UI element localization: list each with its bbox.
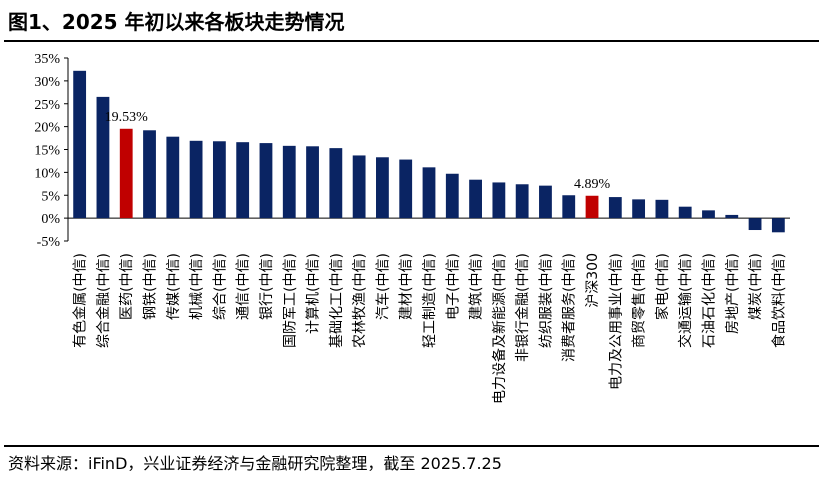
x-tick-label: 钢铁(中信) xyxy=(143,253,159,320)
bar-16 xyxy=(445,173,459,219)
y-axis: -5% 0% 5% 10% 15% 20% 25% 30% 35% xyxy=(34,52,790,250)
x-tick-label: 石油石化(中信) xyxy=(701,253,717,348)
x-tick-label: 电子(中信) xyxy=(445,253,461,320)
bar-20 xyxy=(539,185,552,219)
bar-14 xyxy=(399,159,413,219)
bar-21 xyxy=(562,195,576,219)
bar-18 xyxy=(492,182,506,219)
bar-5 xyxy=(189,140,203,219)
page-title: 图1、2025 年初以来各板块走势情况 xyxy=(8,10,345,34)
x-tick-label: 计算机(中信) xyxy=(306,253,322,334)
data-label: 4.89% xyxy=(574,177,611,192)
x-tick-label: 综合金融(中信) xyxy=(96,253,112,348)
bar-chart: -5% 0% 5% 10% 15% 20% 25% 30% 35% 19.53% 4.89% 有色… xyxy=(34,52,790,404)
x-tick-label: 纺织服装(中信) xyxy=(538,253,554,348)
x-tick-label: 非银行金融(中信) xyxy=(515,253,531,362)
bar-15 xyxy=(422,167,436,219)
x-tick-label: 沪深300 xyxy=(585,253,601,308)
bar-13 xyxy=(376,157,389,219)
x-tick-label: 农林牧渔(中信) xyxy=(352,253,368,348)
bar-7 xyxy=(236,142,250,219)
x-tick-label: 建筑(中信) xyxy=(469,253,485,320)
bars xyxy=(73,70,785,233)
x-tick-label: 汽车(中信) xyxy=(374,253,391,320)
source-note: 资料来源：iFinD，兴业证券经济与金融研究院整理，截至 2025.7.25 xyxy=(8,454,502,473)
x-tick-label: 轻工制造(中信) xyxy=(422,253,438,348)
bar-28 xyxy=(725,214,739,219)
bar-8 xyxy=(259,143,273,219)
bar-0 xyxy=(73,70,87,219)
bar-6 xyxy=(212,141,226,219)
y-tick-label: 30% xyxy=(34,75,60,90)
bar-22 xyxy=(585,195,599,219)
x-tick-label: 有色金属(中信) xyxy=(72,253,89,348)
x-tick-label: 家电(中信) xyxy=(654,253,671,320)
x-tick-label: 国防军工(中信) xyxy=(282,253,298,348)
bar-3 xyxy=(143,130,156,219)
x-tick-label: 银行(中信) xyxy=(259,253,275,320)
bar-4 xyxy=(166,136,180,219)
bar-29 xyxy=(748,218,762,231)
y-tick-label: 0% xyxy=(41,212,60,227)
bar-19 xyxy=(515,184,529,219)
x-tick-label: 煤炭(中信) xyxy=(748,253,764,320)
bar-27 xyxy=(702,210,715,219)
bar-9 xyxy=(282,145,296,219)
x-tick-label: 建材(中信) xyxy=(399,253,415,320)
bar-12 xyxy=(352,155,366,219)
bar-10 xyxy=(306,146,319,219)
x-tick-label: 基础化工(中信) xyxy=(328,253,345,348)
y-tick-label: 25% xyxy=(34,98,60,113)
x-tick-label: 食品饮料(中信) xyxy=(770,253,787,348)
footer-divider xyxy=(4,445,819,447)
y-tick-label: 10% xyxy=(34,166,60,181)
y-tick-label: 20% xyxy=(34,121,60,136)
bar-11 xyxy=(329,148,343,219)
title-divider xyxy=(4,40,819,42)
x-tick-label: 通信(中信) xyxy=(236,253,252,320)
data-label: 19.53% xyxy=(105,110,149,125)
bar-30 xyxy=(771,218,785,233)
x-tick-label: 机械(中信) xyxy=(189,253,205,320)
x-tick-label: 消费者服务(中信) xyxy=(562,253,578,362)
bar-17 xyxy=(469,179,482,219)
x-tick-label: 房地产(中信) xyxy=(725,253,741,334)
x-tick-label: 电力设备及新能源(中信) xyxy=(491,253,508,404)
x-tick-label: 医药(中信) xyxy=(119,253,135,320)
bar-25 xyxy=(655,199,669,219)
bar-2 xyxy=(119,128,133,219)
y-tick-label: 15% xyxy=(34,144,60,159)
y-tick-label: 5% xyxy=(41,189,60,204)
data-labels: 19.53% 4.89% xyxy=(105,110,611,192)
bar-24 xyxy=(632,199,646,219)
y-tick-label: 35% xyxy=(34,52,60,67)
x-tick-label: 综合(中信) xyxy=(212,253,228,320)
x-axis-labels: 有色金属(中信) 综合金融(中信) 医药(中信) 钢铁(中信) 传媒(中信) 机械(中信)… xyxy=(72,253,788,404)
bar-26 xyxy=(678,206,692,219)
x-tick-label: 商贸零售(中信) xyxy=(632,253,648,348)
y-tick-label: -5% xyxy=(37,235,61,250)
x-tick-label: 电力及公用事业(中信) xyxy=(608,253,624,390)
bar-23 xyxy=(608,197,622,219)
bar-1 xyxy=(96,96,110,219)
x-tick-label: 交通运输(中信) xyxy=(677,253,694,348)
x-tick-label: 传媒(中信) xyxy=(166,253,182,320)
